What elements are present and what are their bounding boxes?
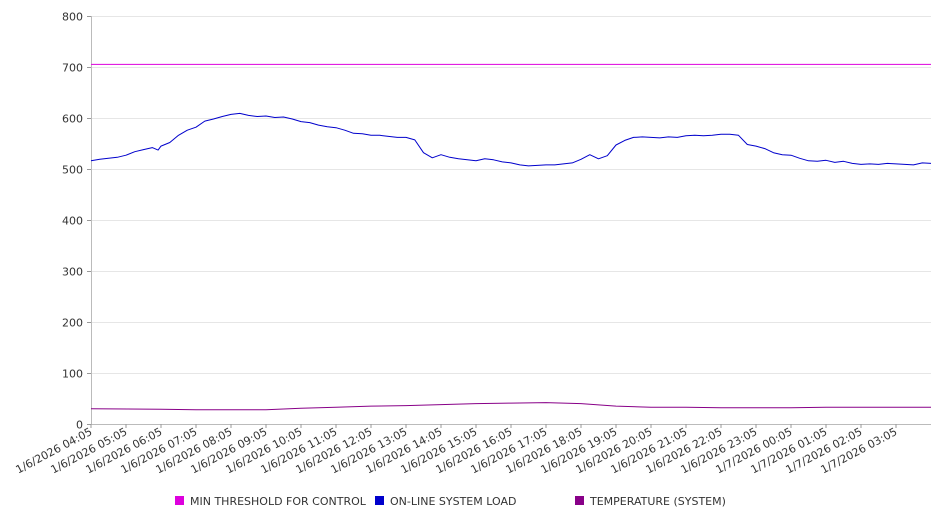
legend-swatch	[175, 496, 184, 505]
y-tick-label: 0	[76, 419, 83, 432]
y-tick-label: 800	[62, 11, 83, 24]
y-tick-label: 700	[62, 62, 83, 75]
gridlines	[91, 16, 931, 374]
y-tick-label: 100	[62, 368, 83, 381]
legend-swatch	[375, 496, 384, 505]
legend-label: MIN THRESHOLD FOR CONTROL	[190, 495, 367, 508]
y-tick-label: 600	[62, 113, 83, 126]
x-axis-ticks: 1/6/2026 04:051/6/2026 05:051/6/2026 06:…	[14, 424, 899, 476]
legend: MIN THRESHOLD FOR CONTROL ON-LINE SYSTEM …	[175, 495, 726, 508]
series-line-1	[90, 112, 932, 167]
series-lines	[90, 63, 932, 411]
legend-swatch	[575, 496, 584, 505]
legend-label: ON-LINE SYSTEM LOAD	[390, 495, 516, 508]
y-tick-label: 500	[62, 164, 83, 177]
y-tick-label: 300	[62, 266, 83, 279]
series-line-2	[90, 402, 931, 411]
legend-label: TEMPERATURE (SYSTEM)	[589, 495, 726, 508]
y-tick-label: 200	[62, 317, 83, 330]
y-tick-label: 400	[62, 215, 83, 228]
y-axis-ticks: 0 100 200 300 400 500 600 700 800	[62, 11, 91, 432]
